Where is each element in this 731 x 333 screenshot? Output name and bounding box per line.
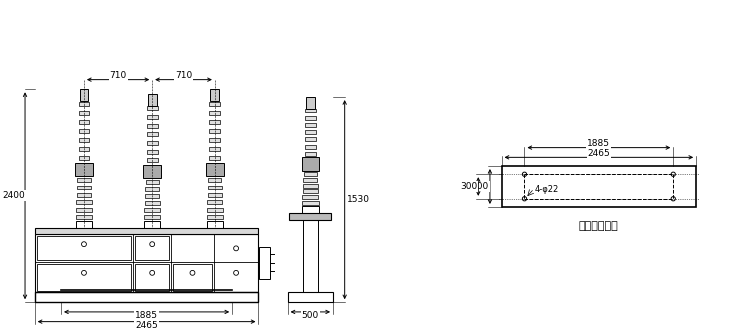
Bar xyxy=(289,213,331,219)
Bar xyxy=(135,264,170,290)
Bar xyxy=(210,111,220,115)
Text: 2400: 2400 xyxy=(2,191,25,200)
Bar xyxy=(303,178,317,182)
Bar xyxy=(144,221,161,228)
Bar xyxy=(287,292,333,302)
Bar xyxy=(35,234,259,292)
Bar xyxy=(147,159,158,163)
Bar xyxy=(79,147,89,151)
Bar xyxy=(208,185,221,189)
Text: 500: 500 xyxy=(302,311,319,320)
Bar xyxy=(79,138,89,142)
Bar xyxy=(144,208,160,212)
Text: 2465: 2465 xyxy=(135,321,158,330)
Bar xyxy=(302,201,319,205)
Bar xyxy=(305,145,316,149)
Bar xyxy=(305,116,316,120)
Bar xyxy=(207,221,223,228)
Bar xyxy=(80,89,88,101)
Bar xyxy=(303,189,318,193)
Bar xyxy=(303,172,317,176)
Bar xyxy=(173,264,212,290)
Bar xyxy=(211,89,219,101)
Text: 1885: 1885 xyxy=(135,311,158,320)
Text: 710: 710 xyxy=(110,71,126,80)
Bar xyxy=(145,201,160,205)
Bar xyxy=(210,156,220,160)
Bar xyxy=(147,124,158,128)
Bar xyxy=(147,141,158,145)
Bar xyxy=(76,215,92,219)
Bar xyxy=(35,228,259,234)
Bar xyxy=(210,102,220,106)
Bar xyxy=(79,111,89,115)
Text: 1885: 1885 xyxy=(588,139,610,148)
Bar xyxy=(77,178,91,182)
Bar xyxy=(143,165,161,178)
Bar xyxy=(76,200,91,204)
Bar xyxy=(135,236,170,260)
Bar xyxy=(207,215,223,219)
Bar xyxy=(260,247,270,279)
Bar xyxy=(37,264,132,290)
Bar xyxy=(306,97,315,109)
Bar xyxy=(210,129,220,133)
Text: 安装孔示意图: 安装孔示意图 xyxy=(579,221,618,231)
Bar xyxy=(302,158,319,171)
Bar xyxy=(79,102,89,106)
Bar xyxy=(77,185,91,189)
Bar xyxy=(147,133,158,136)
Bar xyxy=(207,208,223,212)
Bar xyxy=(210,120,220,124)
Bar xyxy=(79,129,89,133)
Bar xyxy=(208,193,222,197)
Bar xyxy=(208,178,221,182)
Bar xyxy=(79,120,89,124)
Text: 2465: 2465 xyxy=(588,149,610,158)
Text: 1530: 1530 xyxy=(346,195,370,204)
Bar xyxy=(147,115,158,119)
Bar xyxy=(303,219,318,292)
Bar xyxy=(77,193,91,197)
Bar xyxy=(145,180,159,184)
Bar xyxy=(501,166,696,207)
Bar xyxy=(206,163,224,176)
Text: 300: 300 xyxy=(460,182,477,191)
Bar xyxy=(305,138,316,141)
Bar xyxy=(76,208,92,212)
Bar xyxy=(76,221,92,228)
Bar xyxy=(303,183,317,187)
Bar xyxy=(305,130,316,134)
Bar xyxy=(302,206,319,213)
Bar xyxy=(145,194,159,198)
Text: 500: 500 xyxy=(471,182,489,191)
Bar xyxy=(148,94,156,106)
Bar xyxy=(79,156,89,160)
Bar xyxy=(75,163,93,176)
Bar xyxy=(37,236,132,260)
Bar xyxy=(210,138,220,142)
Bar xyxy=(35,292,259,302)
Bar xyxy=(305,123,316,127)
Text: 710: 710 xyxy=(175,71,192,80)
Bar xyxy=(145,187,159,191)
Bar xyxy=(144,215,161,219)
Bar xyxy=(305,152,316,156)
Bar xyxy=(303,195,318,199)
Bar xyxy=(207,200,222,204)
Bar xyxy=(147,106,158,110)
Bar xyxy=(147,150,158,154)
Text: 4-φ22: 4-φ22 xyxy=(534,185,558,194)
Bar xyxy=(305,109,316,113)
Bar xyxy=(210,147,220,151)
